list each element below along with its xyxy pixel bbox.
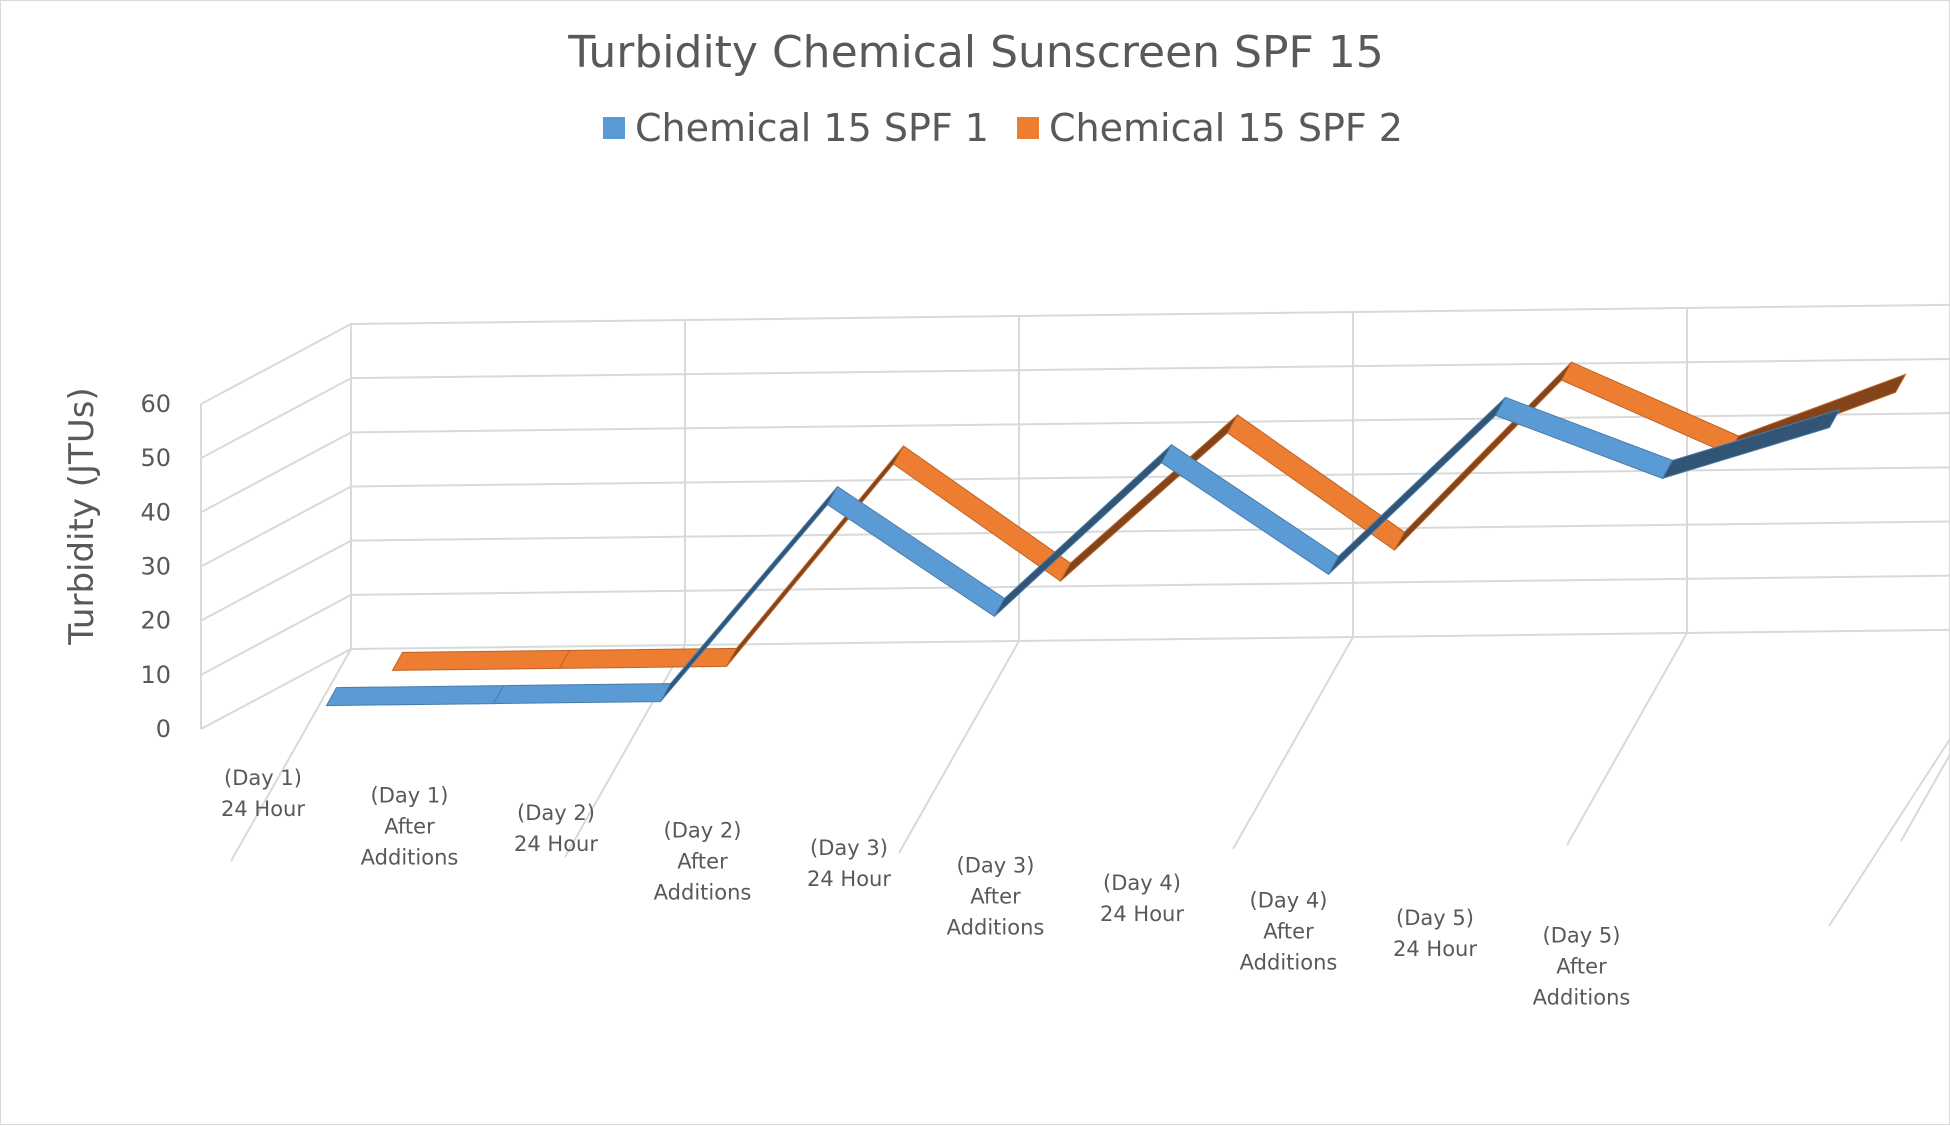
- series-2-segment: [1394, 361, 1572, 551]
- y-tick-label: 50: [140, 444, 171, 472]
- side-wall-gridline: [200, 377, 352, 460]
- floor-divider: [1566, 632, 1688, 846]
- y-tick-label: 10: [140, 661, 171, 689]
- legend-label: Chemical 15 SPF 2: [1049, 106, 1403, 150]
- series-2-segment: [391, 649, 571, 671]
- side-wall-gridline: [200, 648, 352, 730]
- series-1-point: [827, 495, 829, 497]
- x-axis-ticks: (Day 1) 24 Hour (Day 1) After Additions (Day …: [221, 766, 1630, 1010]
- series-1-segment: [1661, 408, 1841, 480]
- series-1-segment: [325, 685, 505, 707]
- back-wall-gridline: [350, 628, 1950, 650]
- y-axis-ticks: 0 10 20 30 40 50 60: [140, 390, 171, 743]
- legend-swatch: [1017, 117, 1039, 139]
- x-tick-label: (Day 4) After Additions: [1240, 889, 1338, 975]
- x-tick-label: (Day 2) 24 Hour: [514, 801, 598, 856]
- y-tick-label: 20: [140, 607, 171, 635]
- y-tick-label: 60: [140, 390, 171, 418]
- series-2-segment: [1060, 414, 1238, 582]
- chart-walls: [200, 303, 1950, 927]
- series-layer: [325, 361, 1907, 707]
- y-tick-label: 40: [140, 498, 171, 526]
- x-tick-label: (Day 1) 24 Hour: [221, 766, 305, 821]
- floor-divider: [898, 640, 1020, 854]
- x-tick-label: (Day 1) After Additions: [361, 784, 459, 870]
- back-wall-gridline: [350, 358, 1950, 380]
- floor-divider: [1900, 752, 1950, 842]
- side-wall-gridline: [200, 485, 352, 568]
- floor-divider: [230, 648, 352, 862]
- side-wall-gridline: [200, 593, 352, 676]
- x-tick-label: (Day 3) 24 Hour: [807, 836, 891, 891]
- y-tick-label: 0: [156, 715, 171, 743]
- y-axis-label: Turbidity (JTUs): [62, 387, 102, 645]
- series-2-point: [392, 660, 394, 662]
- legend-swatch: [603, 117, 625, 139]
- back-wall-gridline: [350, 520, 1950, 542]
- series-2-point: [893, 454, 895, 456]
- legend: Chemical 15 SPF 1 Chemical 15 SPF 2: [603, 106, 1403, 150]
- series-1-point: [326, 696, 328, 698]
- side-wall-gridline: [200, 431, 352, 514]
- series-1-segment: [1328, 397, 1506, 575]
- series-1-segment: [492, 683, 672, 705]
- x-tick-label: (Day 5) After Additions: [1533, 924, 1631, 1010]
- x-tick-label: (Day 2) After Additions: [654, 819, 752, 905]
- y-tick-label: 30: [140, 553, 171, 581]
- x-tick-label: (Day 3) After Additions: [947, 854, 1045, 940]
- series-2-segment: [726, 445, 904, 667]
- x-tick-label: (Day 5) 24 Hour: [1393, 906, 1477, 961]
- series-2: [391, 361, 1907, 671]
- x-tick-label: (Day 4) 24 Hour: [1100, 871, 1184, 926]
- series-1-segment: [1160, 443, 1340, 576]
- back-wall-gridline: [350, 303, 1950, 325]
- side-wall-gridline: [200, 323, 352, 405]
- side-wall-gridline: [200, 539, 352, 622]
- back-wall-gridline: [350, 574, 1950, 596]
- legend-label: Chemical 15 SPF 1: [635, 106, 989, 150]
- floor-right-edge: [1828, 736, 1950, 927]
- chart-title: Turbidity Chemical Sunscreen SPF 15: [567, 27, 1384, 78]
- series-2-segment: [558, 647, 738, 669]
- floor-divider: [564, 644, 686, 858]
- series-1: [325, 396, 1841, 707]
- series-1-segment: [660, 486, 838, 702]
- floor-divider: [1232, 636, 1354, 850]
- back-wall-gridline: [350, 412, 1950, 434]
